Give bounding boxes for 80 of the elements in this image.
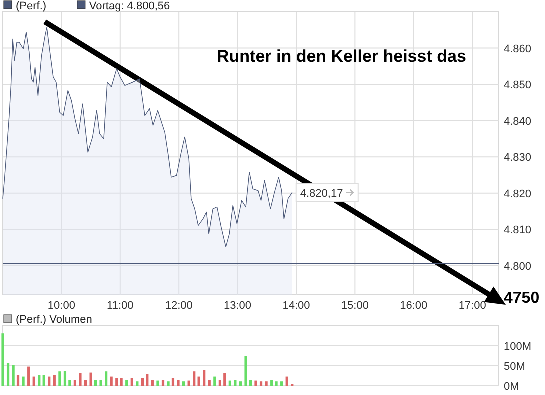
bar (32, 376, 36, 386)
bar (188, 380, 190, 386)
y-tick-label: 50M (504, 361, 526, 373)
bar (286, 376, 288, 386)
x-tick-label: 14:00 (282, 300, 310, 312)
bar (146, 374, 149, 386)
bar (162, 380, 165, 386)
bar (120, 378, 123, 386)
bar (42, 375, 46, 386)
bar (84, 380, 88, 386)
y-tick-label: 100M (504, 341, 532, 353)
bar (48, 376, 51, 386)
bar (193, 372, 196, 386)
bar (270, 380, 274, 386)
bar (156, 380, 160, 386)
bar (53, 375, 56, 386)
bar (116, 378, 118, 386)
bar (167, 382, 170, 386)
x-tick-label: 17:00 (458, 300, 486, 312)
y-tick-label: 0M (504, 381, 520, 393)
bar (254, 380, 258, 386)
y-tick-label: 4.820 (504, 188, 532, 200)
x-tick-label: 11:00 (107, 300, 134, 312)
bar (126, 380, 128, 386)
bar (64, 371, 67, 386)
chart-title: (Perf.) Volumen (16, 314, 92, 326)
bar (208, 380, 211, 386)
x-tick-label: 15:00 (341, 300, 369, 312)
bar (94, 380, 98, 386)
bar (90, 372, 92, 386)
bar (244, 356, 248, 386)
bar (100, 380, 102, 386)
bar (182, 382, 186, 386)
bar (2, 334, 4, 386)
bar (16, 375, 20, 386)
bar (74, 380, 76, 386)
y-tick-label: 4.830 (504, 152, 532, 164)
y-tick-label: 4.840 (504, 116, 532, 128)
bar (203, 370, 206, 386)
bar (224, 373, 226, 386)
bar (177, 380, 180, 386)
y-tick-label: 4.810 (504, 224, 532, 237)
bar (260, 382, 263, 386)
bar (58, 372, 62, 386)
x-tick-label: 10:00 (48, 300, 76, 312)
text: 4750 (504, 290, 540, 307)
x-tick-label: 13:00 (224, 300, 252, 312)
y-tick-label: 4.800 (504, 260, 532, 273)
bar (6, 363, 10, 386)
y-tick-label: 4.850 (504, 80, 532, 92)
x-tick-label: 16:00 (400, 300, 428, 312)
bar (234, 380, 237, 386)
bar (228, 380, 232, 386)
bar (22, 376, 25, 386)
bar (249, 380, 252, 386)
bar (198, 376, 200, 386)
bar (214, 376, 216, 386)
bar (28, 366, 30, 386)
bar (130, 378, 134, 386)
bar (68, 380, 72, 386)
bar (12, 365, 15, 386)
bar (105, 372, 108, 386)
bar (172, 378, 175, 386)
annotation: Runter in den Keller heisst das (217, 47, 466, 66)
bar (275, 382, 278, 386)
bar (110, 376, 113, 386)
legend-label: Vortag: 4.800,56 (89, 0, 170, 12)
bar (141, 378, 144, 386)
legend-label: (Perf.) (16, 0, 47, 12)
annotation: 4.820,17 (300, 188, 344, 200)
bar (218, 380, 222, 386)
x-tick-label: 12:00 (165, 300, 193, 312)
bar (38, 375, 41, 386)
bar (151, 380, 154, 386)
bar (79, 373, 82, 386)
bar (265, 382, 268, 386)
bar (136, 382, 139, 386)
y-tick-label: 4.860 (504, 43, 532, 56)
bar (280, 382, 284, 386)
bar (239, 382, 242, 386)
